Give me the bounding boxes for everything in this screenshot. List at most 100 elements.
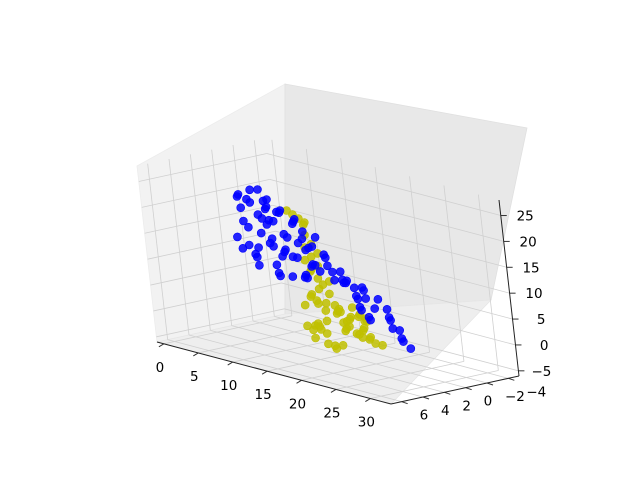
scatter-point [267, 234, 277, 243]
scatter-point [373, 294, 383, 304]
scatter-point [309, 325, 318, 335]
grid-line-x [163, 315, 292, 345]
grid-line-z [266, 153, 501, 216]
y-axis-line [390, 375, 520, 405]
grid-line-y [189, 154, 211, 331]
x-tick-mark [227, 361, 233, 366]
scatter-point [347, 303, 357, 312]
scatter-point [233, 232, 242, 242]
scatter-point [325, 289, 334, 299]
y-tick-mark [444, 391, 451, 395]
axis-ticks [156, 199, 525, 405]
grid-line-x [335, 361, 465, 390]
scatter-point [357, 305, 366, 315]
scatter-point [315, 267, 325, 276]
scatter-point [276, 271, 285, 281]
scatter-point [252, 252, 262, 262]
scatter-point [233, 190, 243, 199]
grid-line-z [147, 230, 276, 260]
y-tick-label: −2 [505, 389, 525, 405]
scatter-point [299, 218, 309, 227]
scatter-point [358, 333, 368, 342]
scatter-point [272, 207, 281, 217]
grid-line-x [409, 176, 430, 353]
scatter-point [320, 253, 330, 263]
scatter-point [288, 272, 298, 281]
scatter-point [386, 316, 395, 325]
grid-line-z [281, 282, 516, 346]
grid-line-y [231, 325, 466, 389]
scatter-point [253, 185, 262, 194]
scatter-point [395, 326, 405, 335]
grid-line-y [147, 163, 169, 340]
scatter-point [321, 306, 331, 315]
grid-line-y [168, 158, 190, 336]
grid-line-z [141, 179, 270, 208]
grid-line-x [267, 342, 396, 372]
scatter-point [335, 267, 345, 277]
z-tick-label: 20 [520, 234, 537, 250]
scatter-point [239, 216, 248, 226]
scatter-point [272, 260, 282, 270]
scatter-point [297, 234, 307, 244]
data-points [232, 185, 416, 353]
scatter-point [314, 284, 324, 294]
scatter-point [303, 321, 312, 331]
x-tick-label: 30 [358, 415, 375, 431]
scatter-point [308, 260, 318, 269]
y-tick-label: 6 [420, 408, 429, 424]
grid-line-z [156, 308, 285, 338]
x-tick-mark [330, 388, 337, 393]
x-axis-line [156, 341, 392, 405]
x-tick-mark [158, 343, 165, 348]
scatter-point [261, 202, 271, 212]
scatter-point [245, 185, 254, 195]
scatter-point [359, 286, 368, 295]
x-tick-mark [193, 352, 199, 357]
grid-line-x [374, 167, 396, 344]
y-tick-mark [465, 387, 472, 391]
y-tick-mark [508, 377, 515, 381]
grid-line-y [211, 149, 233, 326]
scatter-point [244, 240, 254, 250]
scatter-point [236, 203, 245, 212]
scatter-point [310, 233, 320, 242]
x-tick-label: 25 [323, 405, 340, 421]
scatter-point [256, 228, 266, 238]
scatter-point [254, 243, 263, 252]
scatter-point [288, 252, 298, 262]
grid-line-x [477, 194, 499, 371]
grid-line-y [210, 329, 445, 393]
scatter-point [262, 220, 272, 229]
scatter-point [262, 195, 271, 204]
scatter-point [300, 300, 310, 310]
grid-line-x [271, 139, 293, 316]
scatter-point [269, 242, 278, 251]
scatter-point [324, 339, 333, 349]
scatter-point [328, 267, 337, 277]
scatter-point [342, 316, 352, 326]
scatter-point [406, 344, 416, 353]
scatter-point [313, 274, 323, 283]
scatter-point [382, 304, 392, 314]
grid-line-z [272, 204, 507, 268]
x-tick-mark [365, 398, 371, 402]
scatter-point [371, 339, 381, 348]
grid-line-z [144, 204, 273, 234]
scatter-point [361, 294, 371, 303]
x-tick-label: 5 [190, 369, 199, 385]
scatter-point [312, 296, 322, 305]
z-tick-label: −5 [532, 364, 552, 380]
z-tick-label: 0 [540, 338, 549, 354]
scatter-point [282, 233, 292, 242]
scatter-point [353, 294, 363, 304]
grid-line-y [167, 339, 402, 403]
grid-line-y [188, 334, 424, 398]
grid-line-x [370, 370, 499, 399]
grid-line-y [253, 140, 275, 317]
scatter-point [336, 307, 345, 317]
x-tick-label: 15 [255, 387, 272, 403]
scatter-point [349, 283, 359, 293]
